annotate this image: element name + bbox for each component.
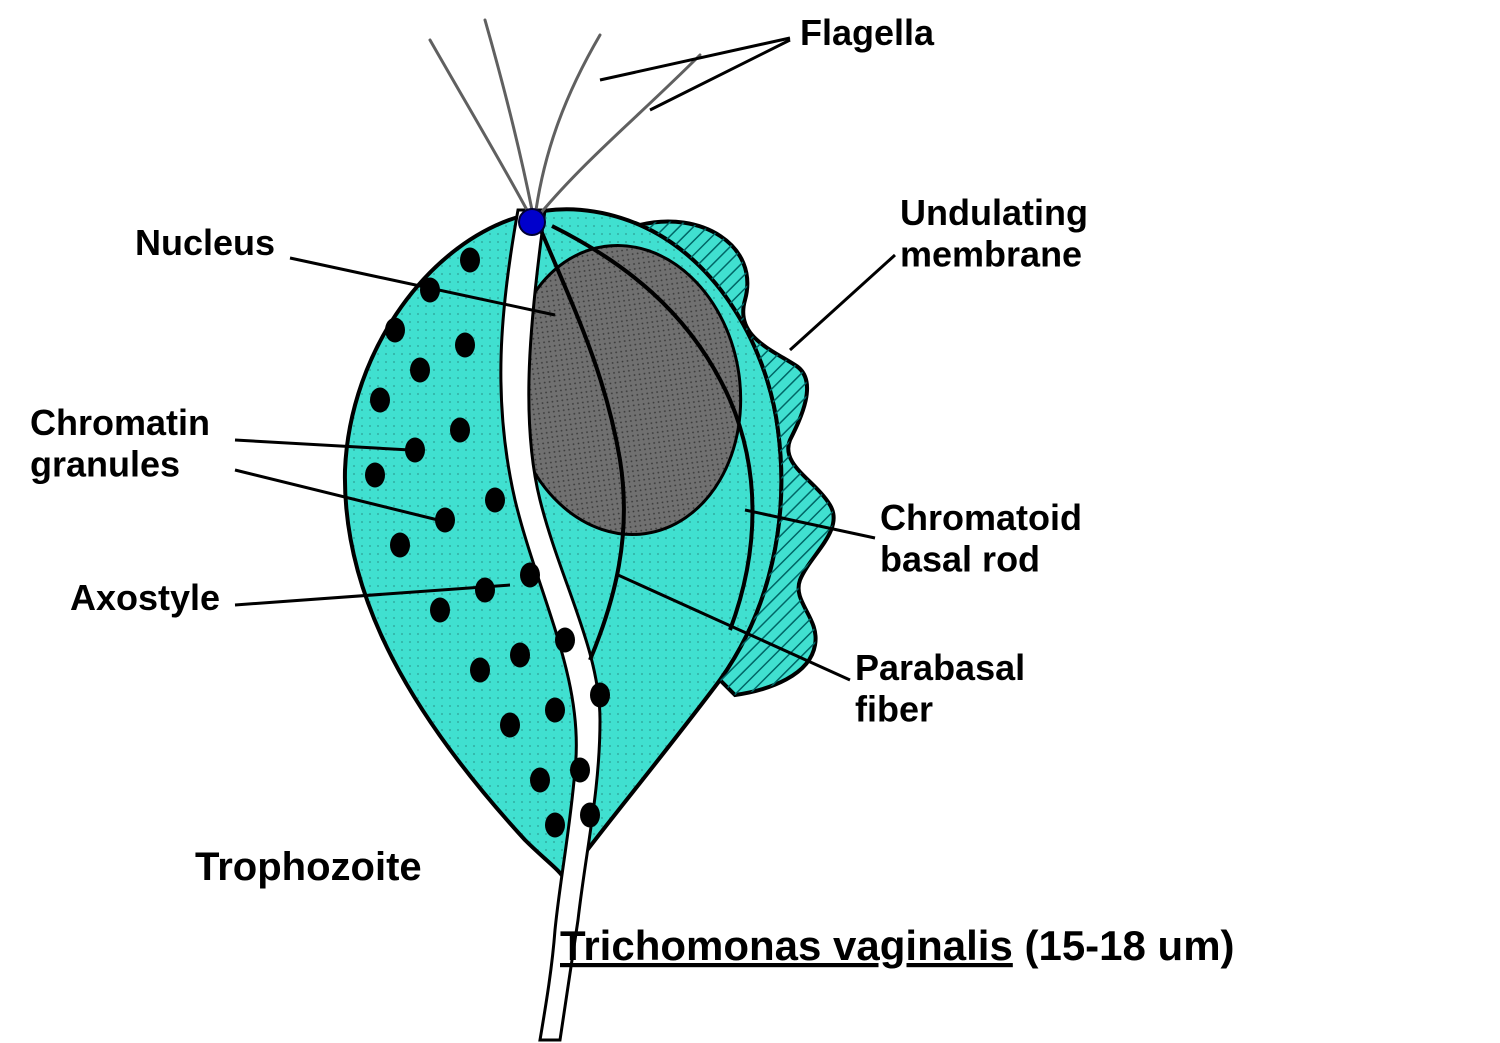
label-chromatin-granules-line2: granules [30, 443, 180, 484]
granule-dot [475, 578, 495, 603]
granule-dot [570, 758, 590, 783]
granule-dot [390, 533, 410, 558]
label-flagella: Flagella [800, 12, 935, 53]
granule-dot [545, 698, 565, 723]
label-chromatin-granules: Chromatin [30, 402, 210, 443]
granule-dot [510, 643, 530, 668]
leader-line [600, 38, 790, 80]
granule-dot [450, 418, 470, 443]
granule-dot [470, 658, 490, 683]
granule-dot [455, 333, 475, 358]
diagram-canvas: Flagella Undulatingmembrane Nucleus Chromat… [0, 0, 1500, 1043]
label-undulating-membrane-line2: membrane [900, 233, 1082, 274]
granule-dot [370, 388, 390, 413]
flagellum [485, 20, 532, 210]
label-parabasal-fiber: Parabasal [855, 647, 1025, 688]
granule-dot [545, 813, 565, 838]
label-undulating-membrane: Undulating [900, 192, 1088, 233]
label-parabasal-fiber-line2: fiber [855, 688, 933, 729]
label-axostyle: Axostyle [70, 577, 220, 618]
granule-dot [365, 463, 385, 488]
granule-dot [580, 803, 600, 828]
granule-dot [590, 683, 610, 708]
label-chromatoid-basal-rod-line2: basal rod [880, 538, 1040, 579]
granule-dot [385, 318, 405, 343]
granule-dot [520, 563, 540, 588]
granule-dot [430, 598, 450, 623]
flagella-group [430, 20, 700, 214]
leader-line [650, 40, 790, 110]
granule-dot [410, 358, 430, 383]
granule-dot [555, 628, 575, 653]
leader-line [790, 255, 895, 350]
title-group: Trichomonas vaginalis (15-18 um) [560, 922, 1235, 969]
granule-dot [530, 768, 550, 793]
label-nucleus: Nucleus [135, 222, 275, 263]
flagellum [540, 55, 700, 214]
diagram-title: Trichomonas vaginalis (15-18 um) [560, 922, 1235, 969]
granule-dot [460, 248, 480, 273]
stage-label: Trophozoite [195, 845, 422, 889]
basal-body [519, 209, 545, 235]
granule-dot [485, 488, 505, 513]
granule-dot [500, 713, 520, 738]
label-chromatoid-basal-rod: Chromatoid [880, 497, 1082, 538]
